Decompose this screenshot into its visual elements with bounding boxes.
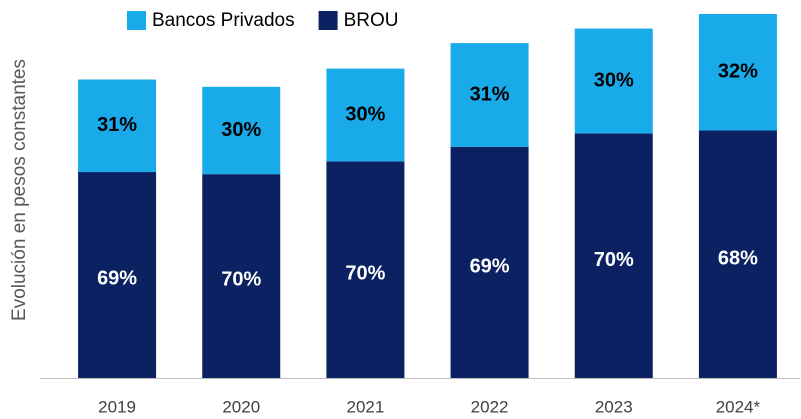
bar-segment (450, 43, 529, 147)
bar-segment (574, 28, 653, 134)
x-tick-label: 2023 (595, 397, 633, 416)
bar-segment (698, 130, 777, 378)
data-label: 30% (345, 103, 385, 125)
bar-segment (574, 133, 653, 378)
bar-segment (202, 86, 281, 175)
bar-segment (326, 161, 405, 378)
bar-segment (202, 174, 281, 378)
x-tick-label: 2020 (222, 397, 260, 416)
data-label: 30% (594, 69, 634, 91)
data-label: 68% (718, 247, 758, 269)
data-label: 70% (594, 249, 634, 271)
x-tick-label: 2021 (347, 397, 385, 416)
data-label: 70% (221, 268, 261, 290)
data-label: 69% (470, 255, 510, 277)
bar-segment (326, 68, 405, 162)
bar-segment (78, 172, 157, 378)
bar-segment (78, 79, 157, 173)
x-tick-label: 2019 (98, 397, 136, 416)
bar-segment (698, 14, 777, 131)
x-tick-label: 2024* (716, 397, 761, 416)
legend-swatch (318, 11, 338, 30)
data-label: 32% (718, 61, 758, 83)
y-axis-title: Evolución en pesos constantes (9, 59, 30, 321)
data-label: 70% (345, 262, 385, 284)
data-label: 30% (221, 119, 261, 141)
bar-segment (450, 146, 529, 378)
data-label: 31% (97, 114, 137, 136)
data-label: 69% (97, 267, 137, 289)
data-label: 31% (470, 83, 510, 105)
x-tick-label: 2022 (471, 397, 509, 416)
legend-swatch (127, 11, 146, 30)
legend-label: BROU (344, 10, 399, 31)
legend-label: Bancos Privados (152, 10, 295, 31)
